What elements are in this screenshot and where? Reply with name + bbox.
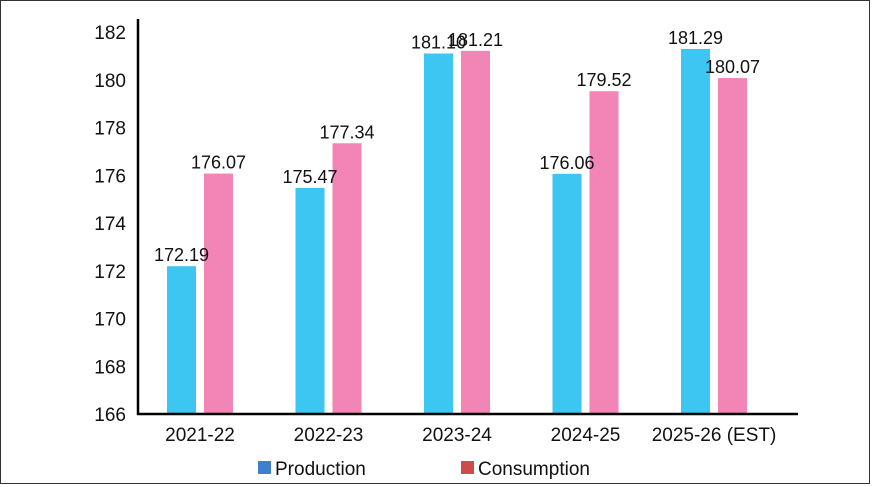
y-tick-label: 174	[94, 214, 126, 235]
y-tick-label: 166	[94, 405, 126, 426]
x-tick-label: 2022-23	[294, 425, 364, 446]
legend-swatch-consumption	[461, 461, 474, 474]
bar-production-0	[167, 266, 196, 414]
legend-label-consumption: Consumption	[478, 459, 590, 480]
value-label-consumption: 179.52	[576, 70, 631, 90]
y-tick-label: 172	[94, 262, 126, 283]
x-tick-label: 2023-24	[422, 425, 492, 446]
bar-consumption-0	[204, 173, 233, 414]
y-tick-label: 182	[94, 23, 126, 44]
bar-consumption-1	[332, 143, 362, 414]
x-tick-label: 2025-26 (EST)	[652, 425, 777, 446]
bar-production-4	[681, 48, 710, 415]
value-label-production: 181.10	[411, 32, 466, 52]
legend-label-production: Production	[275, 459, 366, 480]
y-axis-ticks: 166 168 170 172 174 176 178 180 182	[94, 23, 126, 426]
bar-production-1	[295, 187, 325, 414]
bar-consumption-3	[589, 91, 619, 415]
y-tick-label: 170	[94, 310, 126, 331]
value-label-production: 172.19	[154, 245, 209, 265]
bars	[167, 48, 747, 415]
x-tick-label: 2021-22	[165, 425, 235, 446]
x-axis-labels: 2021-22 2022-23 2023-24 2024-25 2025-26 (EST…	[165, 425, 776, 446]
value-label-consumption: 181.21	[448, 30, 503, 50]
value-label-production: 176.06	[539, 153, 594, 173]
y-tick-label: 168	[94, 357, 126, 378]
legend: Production Consumption	[258, 459, 590, 480]
value-label-consumption: 180.07	[705, 57, 760, 77]
bar-production-2	[424, 53, 453, 415]
legend-swatch-production	[258, 461, 271, 474]
value-label-consumption: 176.07	[191, 153, 246, 173]
bar-consumption-2	[461, 50, 490, 415]
y-tick-label: 176	[94, 166, 126, 187]
bar-production-3	[552, 173, 582, 414]
y-tick-label: 178	[94, 119, 126, 140]
value-label-production: 181.29	[668, 28, 723, 48]
y-tick-label: 180	[94, 71, 126, 92]
value-label-production: 175.47	[282, 167, 337, 187]
x-tick-label: 2024-25	[551, 425, 621, 446]
value-label-consumption: 177.34	[319, 122, 374, 142]
bar-consumption-4	[718, 78, 747, 415]
